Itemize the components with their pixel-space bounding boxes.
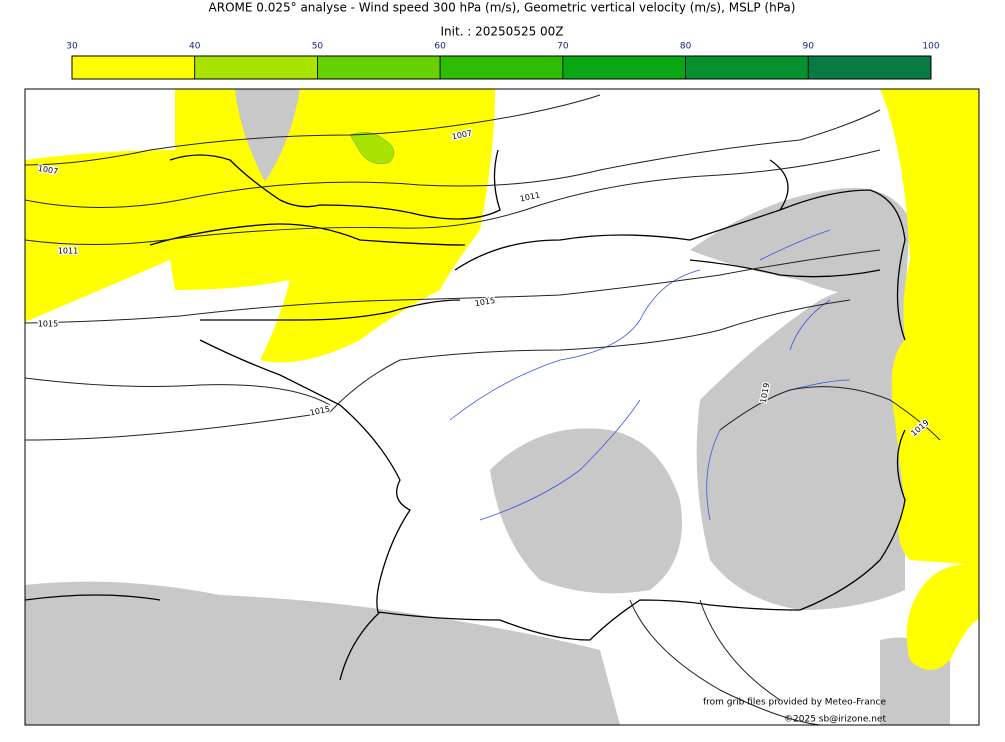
border [25, 259, 881, 681]
river [449, 269, 701, 421]
isobar-label: 1015 [38, 320, 58, 329]
title: AROME 0.025° analyse - Wind speed 300 hP… [209, 1, 796, 15]
coastline [779, 189, 906, 341]
copyright: ©2025 sb@irizone.net [784, 715, 886, 725]
colorbar-tick-label: 100 [922, 42, 939, 52]
colorbar-segment [562, 55, 686, 80]
map-frame [24, 88, 980, 726]
wind-area [25, 89, 275, 322]
terrain [690, 188, 910, 300]
terrain [490, 428, 682, 594]
colorbar-tick-label: 70 [557, 42, 569, 52]
isobar [629, 599, 821, 725]
isobar-label: 1011 [58, 247, 78, 256]
colorbar-tick-label: 60 [434, 42, 446, 52]
colorbar-segment [807, 55, 932, 80]
isobar [25, 94, 601, 166]
source-credit: from grib files provided by Meteo-France [703, 698, 886, 708]
wind-area [170, 89, 495, 363]
colorbar-tick-label: 30 [66, 42, 78, 52]
terrain [696, 285, 905, 610]
isobar [25, 299, 851, 441]
isobar [25, 249, 881, 324]
coastline [199, 299, 906, 641]
colorbar-segment [439, 55, 564, 80]
colorbar-tick-label: 40 [189, 42, 201, 52]
isobar [719, 386, 941, 441]
coastline [149, 223, 466, 246]
colorbar-segment [71, 55, 196, 80]
isobar [25, 109, 881, 208]
colorbar-segment [685, 55, 809, 80]
colorbar: 30 40 50 60 70 80 90 100 [66, 42, 940, 80]
terrain [25, 581, 620, 725]
coastline [169, 149, 501, 220]
isobar-label: 1007 [37, 164, 59, 176]
colorbar-segment [194, 55, 318, 80]
colorbar-tick-label: 80 [680, 42, 692, 52]
isobar [25, 149, 881, 246]
colorbar-tick-label: 90 [803, 42, 815, 52]
river [479, 399, 641, 521]
colorbar-segment [317, 55, 441, 80]
wind-area [349, 132, 395, 165]
colorbar-frame [71, 55, 932, 80]
wind-area [880, 89, 979, 725]
colorbar-tick-label: 50 [312, 42, 324, 52]
coastline [454, 159, 789, 271]
init-time: Init. : 20250525 00Z [440, 25, 563, 39]
